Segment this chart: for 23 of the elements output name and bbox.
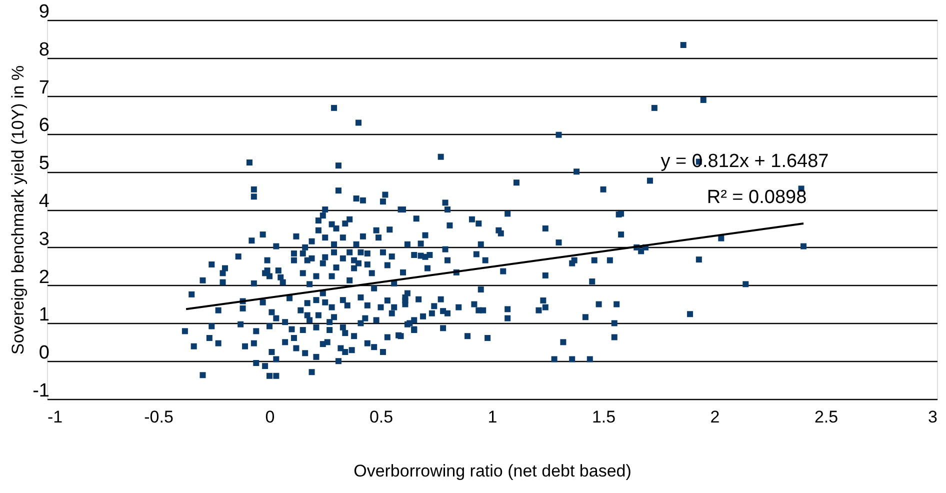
y-tick-label: 1 xyxy=(38,304,50,326)
x-tick-label: 1.5 xyxy=(592,408,616,426)
y-tick-label: 8 xyxy=(38,39,50,60)
x-axis-title: Overborrowing ratio (net debt based) xyxy=(354,462,632,480)
y-tick-label: 6 xyxy=(38,115,50,136)
x-tick-label: -0.5 xyxy=(144,408,174,426)
y-tick-label: -1 xyxy=(32,380,50,402)
x-tick-label: 0 xyxy=(265,408,275,426)
y-tick-label: 3 xyxy=(38,228,50,250)
y-tick-label: 5 xyxy=(38,153,50,174)
x-tick-label: 2.5 xyxy=(814,408,838,426)
x-tick-label: 1 xyxy=(488,408,498,426)
annotation: y = 0.812x + 1.6487 xyxy=(660,150,829,172)
x-tick-label: 3 xyxy=(928,408,938,426)
annotation: R² = 0.0898 xyxy=(706,186,807,208)
y-axis-title: Sovereign benchmark yield (10Y) in % xyxy=(8,65,28,355)
y-tick-label: 0 xyxy=(38,342,50,364)
y-tick-label: 2 xyxy=(38,266,50,288)
x-tick-label: 2 xyxy=(710,408,720,426)
y-tick-label: 7 xyxy=(38,77,50,98)
y-tick-label: 4 xyxy=(38,191,50,212)
y-tick-label: 9 xyxy=(38,2,50,22)
x-tick-label: 0.5 xyxy=(369,408,394,426)
